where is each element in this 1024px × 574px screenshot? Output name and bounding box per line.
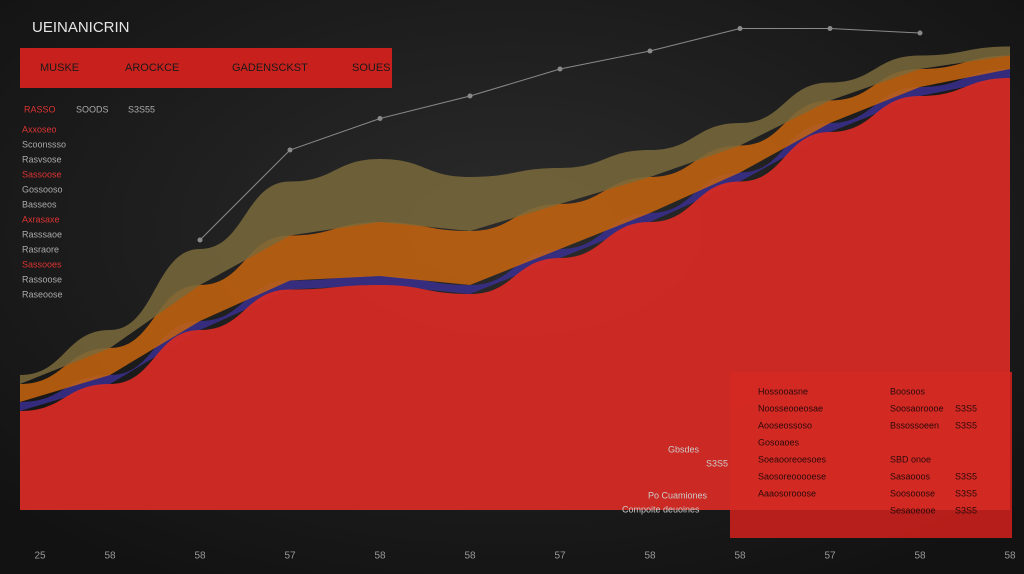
x-tick-label: 58 [374, 551, 386, 562]
line-point [287, 147, 293, 153]
header-label: MUSKE [40, 62, 79, 74]
side-label: Rasssaoe [22, 229, 62, 239]
side-label: Basseos [22, 199, 57, 209]
chart-title: UEINANICRIN [32, 19, 130, 36]
side-label: Raseoose [22, 289, 63, 299]
side-label: S3S55 [128, 104, 155, 114]
line-point [467, 93, 473, 99]
x-tick-label: 57 [824, 551, 836, 562]
x-tick-label: 58 [104, 551, 116, 562]
side-label: Rassoose [22, 274, 62, 284]
side-label: Rasvsose [22, 154, 62, 164]
panel-text: Boosoos [890, 386, 926, 396]
side-label: Sassoose [22, 169, 62, 179]
panel-text: S3S5 [955, 471, 977, 481]
x-tick-label: 58 [464, 551, 476, 562]
annotation: Gbsdes [668, 444, 700, 454]
side-label: Rasraore [22, 244, 59, 254]
side-label: Sassooes [22, 259, 62, 269]
line-point [737, 26, 743, 31]
area-series [20, 55, 1010, 402]
line-point [197, 237, 203, 243]
x-tick-label: 58 [1004, 551, 1016, 562]
x-tick-label: 57 [284, 551, 296, 562]
annotation: Po Cuamiones [648, 490, 708, 500]
panel-text: Soeaooreoesoes [758, 454, 827, 464]
panel-text: Noosseooeosae [758, 403, 823, 413]
side-label: SOODS [76, 104, 109, 114]
panel-text: Saosoreooooese [758, 471, 826, 481]
panel-text: Aaaosorooose [758, 488, 816, 498]
line-point [377, 116, 383, 121]
panel-text: S3S5 [955, 420, 977, 430]
panel-text: Soosaoroooe [890, 403, 944, 413]
x-tick-label: 25 [34, 551, 46, 562]
panel-text: Hossooasne [758, 386, 808, 396]
panel-text: S3S5 [955, 403, 977, 413]
panel-text: Gosoaoes [758, 437, 800, 447]
side-label: Scoonssso [22, 139, 66, 149]
panel-text: S3S5 [955, 505, 977, 515]
side-label: RASSO [24, 104, 56, 114]
side-label: Axxoseo [22, 124, 57, 134]
header-label: GADENSCKST [232, 62, 308, 74]
panel-text: Sasaooos [890, 471, 931, 481]
area-series [20, 78, 1010, 510]
side-label: Axrasaxe [22, 214, 60, 224]
side-label: Gossooso [22, 184, 63, 194]
x-tick-label: 58 [914, 551, 926, 562]
x-tick-label: 58 [194, 551, 206, 562]
line-point [917, 30, 923, 36]
annotation: S3S5 [706, 458, 728, 468]
header-bar [20, 48, 392, 88]
line-point [557, 66, 563, 72]
panel-text: Aooseossoso [758, 420, 812, 430]
annotation: Compoite deuoines [622, 504, 700, 514]
panel-text: Bssossoeen [890, 420, 939, 430]
header-label: SOUES [352, 62, 391, 74]
plot [20, 26, 1010, 510]
panel-text: Sesaoeooe [890, 505, 936, 515]
panel-text: Soosooose [890, 488, 935, 498]
x-tick-label: 58 [734, 551, 746, 562]
line-point [827, 26, 833, 31]
area-series [20, 46, 1010, 384]
line-point [647, 48, 653, 54]
panel-text: SBD onoe [890, 454, 931, 464]
x-tick-label: 57 [554, 551, 566, 562]
header-label: AROCKCE [125, 62, 179, 74]
area-series [20, 69, 1010, 411]
x-tick-label: 58 [644, 551, 656, 562]
panel-text: S3S5 [955, 488, 977, 498]
